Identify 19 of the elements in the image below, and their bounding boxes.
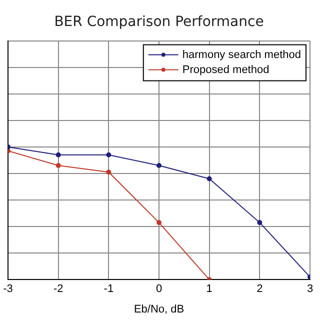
point [257,220,262,226]
x-tick-label: 1 [206,283,212,296]
point [106,152,112,158]
legend-label: harmony search method [182,48,302,61]
x-tick-label: 0 [156,283,162,296]
chart-title: BER Comparison Performance [54,14,264,30]
x-tick-label: 2 [256,283,263,296]
point [56,163,61,168]
point [206,176,212,182]
x-tick-label: -3 [3,283,13,296]
x-tick-label: -1 [104,283,114,296]
legend-label: Proposed method [182,64,270,76]
x-tick-label: -2 [53,283,64,296]
point [156,220,162,226]
point [56,152,61,158]
point [156,163,162,168]
point [106,170,112,175]
x-axis-title: Eb/No, dB [134,303,184,316]
x-tick-label: 3 [306,283,314,296]
